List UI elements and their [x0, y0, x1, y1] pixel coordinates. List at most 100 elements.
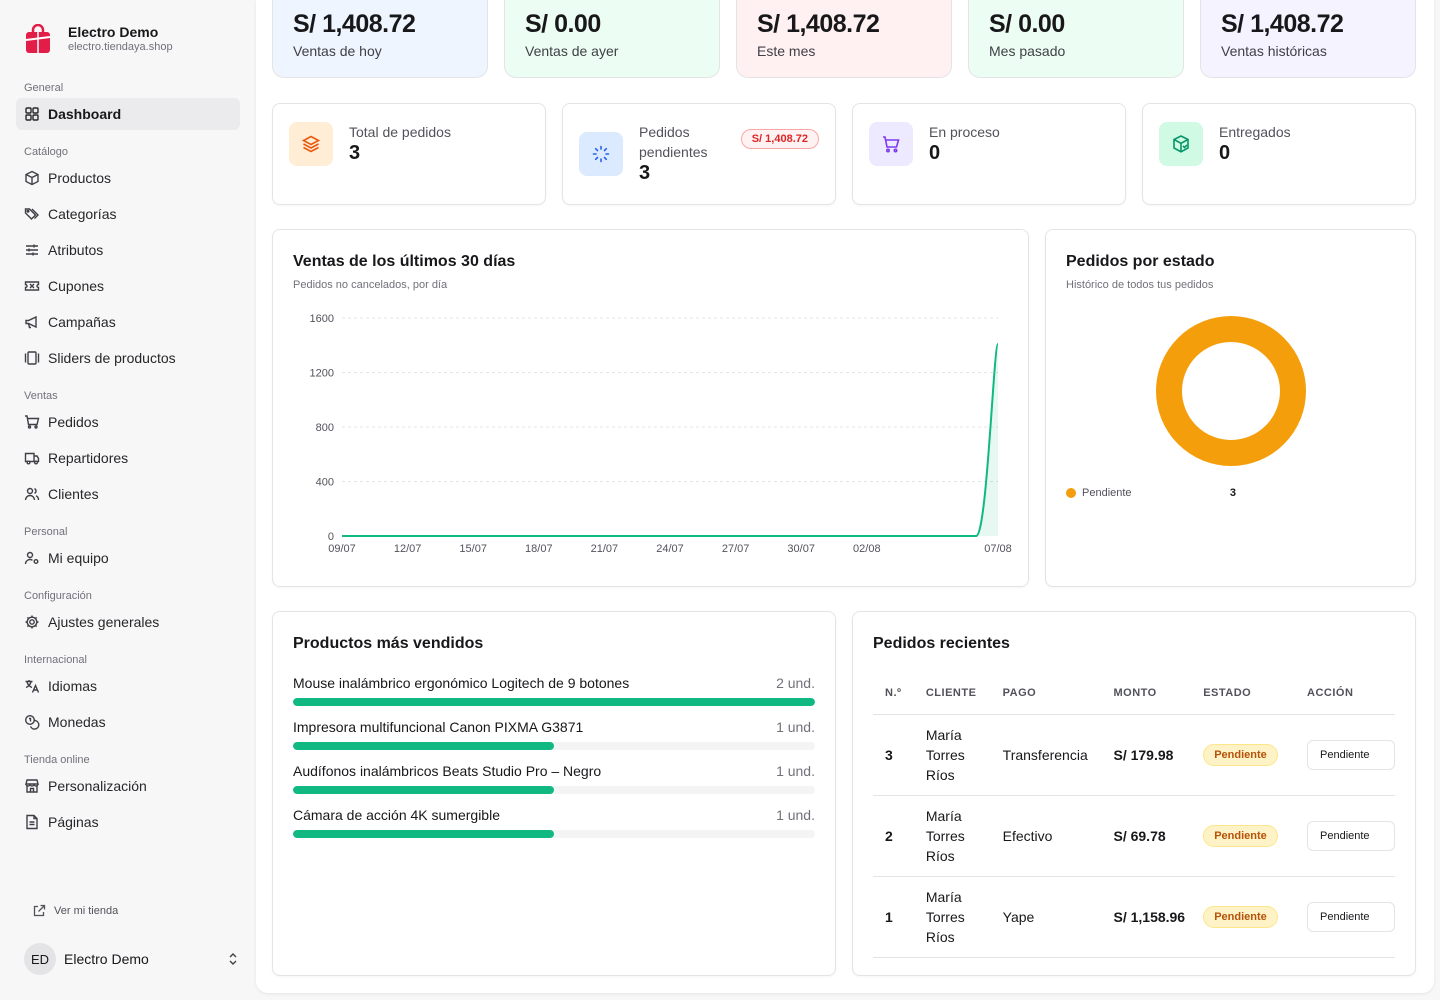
stat-label: En proceso [929, 124, 1000, 140]
sidebar-item-label: Ajustes generales [48, 614, 160, 630]
sales-value: S/ 1,408.72 [757, 10, 880, 38]
sidebar-item-label: Categorías [48, 206, 117, 222]
view-store-label: Ver mi tienda [54, 905, 119, 917]
sidebar-item-dashboard[interactable]: Dashboard [16, 98, 240, 130]
brand-url: electro.tiendaya.shop [68, 41, 173, 53]
status-badge: Pendiente [1203, 743, 1278, 766]
order-client: María Torres Ríos [913, 795, 991, 877]
sidebar-item-label: Productos [48, 170, 112, 186]
legend-label: Pendiente [1082, 487, 1132, 499]
x-tick-label: 07/08 [984, 543, 1012, 555]
sidebar-item-label: Personalización [48, 778, 147, 794]
main-content: S/ 1,408.72 Ventas de hoy S/ 0.00 Ventas… [256, 0, 1434, 993]
nav-section-catalogo: Catálogo [24, 146, 69, 158]
order-client: María Torres Ríos [913, 876, 991, 958]
product-bar-track [293, 786, 815, 794]
cart-icon [25, 415, 40, 429]
order-payment: Yape [990, 876, 1102, 958]
sidebar-item-atributos[interactable]: Atributos [16, 234, 240, 266]
sidebar-item-label: Repartidores [48, 450, 129, 466]
sidebar-item-paginas[interactable]: Páginas [16, 806, 240, 838]
sidebar-item-label: Dashboard [48, 106, 122, 122]
x-tick-label: 15/07 [459, 543, 487, 555]
sales-label: Ventas de ayer [525, 43, 619, 59]
stat-value: 0 [929, 142, 941, 164]
brand-name: Electro Demo [68, 24, 159, 40]
order-amount: S/ 1,158.96 [1101, 876, 1192, 958]
coins-icon [24, 714, 40, 730]
package-icon [25, 170, 39, 186]
x-tick-label: 21/07 [591, 543, 619, 555]
col-header-status: ESTADO [1191, 672, 1295, 715]
sales-label: Ventas de hoy [293, 43, 382, 59]
col-header-payment: PAGO [990, 672, 1102, 715]
order-payment: Efectivo [990, 795, 1102, 877]
recent-orders-table: N.º CLIENTE PAGO MONTO ESTADO ACCIÓN 3 M… [873, 672, 1395, 958]
sidebar-item-label: Clientes [48, 486, 99, 502]
product-bar-fill [293, 698, 815, 706]
table-row[interactable]: 3 María Torres Ríos Transferencia S/ 179… [873, 714, 1395, 796]
order-status-select[interactable]: Pendiente [1307, 901, 1395, 932]
y-tick-label: 800 [316, 422, 334, 434]
layout-grid-icon [25, 107, 39, 121]
col-header-client: CLIENTE [913, 672, 991, 715]
x-tick-label: 24/07 [656, 543, 684, 555]
sidebar-item-pedidos[interactable]: Pedidos [16, 406, 240, 438]
sales-label: Ventas históricas [1221, 43, 1327, 59]
sidebar-item-ajustes[interactable]: Ajustes generales [16, 606, 240, 638]
brand[interactable]: Electro Demo electro.tiendaya.shop [24, 24, 173, 54]
sliders-icon [26, 244, 38, 256]
nav-section-personal: Personal [24, 526, 68, 538]
user-menu[interactable]: ED Electro Demo [24, 943, 240, 975]
donut-legend-item: Pendiente 3 [1066, 487, 1236, 499]
sidebar-item-cupones[interactable]: Cupones [16, 270, 240, 302]
order-id: 1 [873, 876, 914, 958]
sales-chart-panel: Ventas de los últimos 30 días Pedidos no… [272, 229, 1029, 587]
order-status-select[interactable]: Pendiente [1307, 820, 1395, 851]
sales-card-last-month: S/ 0.00 Mes pasado [968, 0, 1184, 78]
sidebar-item-productos[interactable]: Productos [16, 162, 240, 194]
sidebar-item-campanas[interactable]: Campañas [16, 306, 240, 338]
sidebar-item-label: Sliders de productos [48, 350, 176, 366]
chart-subtitle: Pedidos no cancelados, por día [293, 279, 448, 291]
user-cog-icon [24, 551, 39, 565]
sales-card-this-month: S/ 1,408.72 Este mes [736, 0, 952, 78]
user-name: Electro Demo [64, 951, 149, 967]
sales-card-today: S/ 1,408.72 Ventas de hoy [272, 0, 488, 78]
product-name: Mouse inalámbrico ergonómico Logitech de… [293, 675, 630, 691]
donut-slice[interactable] [1156, 316, 1306, 466]
order-status-select[interactable]: Pendiente [1307, 739, 1395, 770]
nav-section-ventas: Ventas [24, 390, 58, 402]
sidebar-item-clientes[interactable]: Clientes [16, 478, 240, 510]
x-tick-label: 09/07 [328, 543, 356, 555]
sales-label: Mes pasado [989, 43, 1066, 59]
product-bar-track [293, 830, 815, 838]
table-row[interactable]: 2 María Torres Ríos Efectivo S/ 69.78 Pe… [873, 795, 1395, 877]
sidebar-item-idiomas[interactable]: Idiomas [16, 670, 240, 702]
stat-pending-orders: Pedidos pendientes 3 S/ 1,408.72 [562, 103, 836, 205]
file-icon [26, 814, 38, 830]
stat-label: Pedidos pendientes [639, 124, 708, 160]
status-donut-chart[interactable] [1046, 300, 1417, 500]
sidebar-item-monedas[interactable]: Monedas [16, 706, 240, 738]
product-name: Audífonos inalámbricos Beats Studio Pro … [293, 763, 602, 779]
sidebar-item-categorias[interactable]: Categorías [16, 198, 240, 230]
stat-label: Entregados [1219, 124, 1291, 140]
view-store-link[interactable]: Ver mi tienda [32, 904, 118, 918]
sales-line-chart[interactable]: 0 400 800 1200 1600 09/07 12/07 15/07 18/07 21/07… [273, 300, 1030, 570]
sidebar-item-personalizacion[interactable]: Personalización [16, 770, 240, 802]
order-payment: Transferencia [990, 714, 1102, 796]
sidebar-item-label: Idiomas [48, 678, 98, 694]
sales-value: S/ 0.00 [525, 10, 601, 38]
sales-value: S/ 0.00 [989, 10, 1065, 38]
megaphone-icon [25, 315, 37, 329]
nav-section-general: General [24, 82, 64, 94]
table-row[interactable]: 1 María Torres Ríos Yape S/ 1,158.96 Pen… [873, 876, 1395, 958]
sidebar-item-repartidores[interactable]: Repartidores [16, 442, 240, 474]
legend-dot [1066, 488, 1076, 498]
sidebar-item-mi-equipo[interactable]: Mi equipo [16, 542, 240, 574]
stat-value: 0 [1219, 142, 1231, 164]
sidebar-item-sliders[interactable]: Sliders de productos [16, 342, 240, 374]
product-item: Audífonos inalámbricos Beats Studio Pro … [293, 762, 815, 794]
product-name: Cámara de acción 4K sumergible [293, 807, 500, 823]
